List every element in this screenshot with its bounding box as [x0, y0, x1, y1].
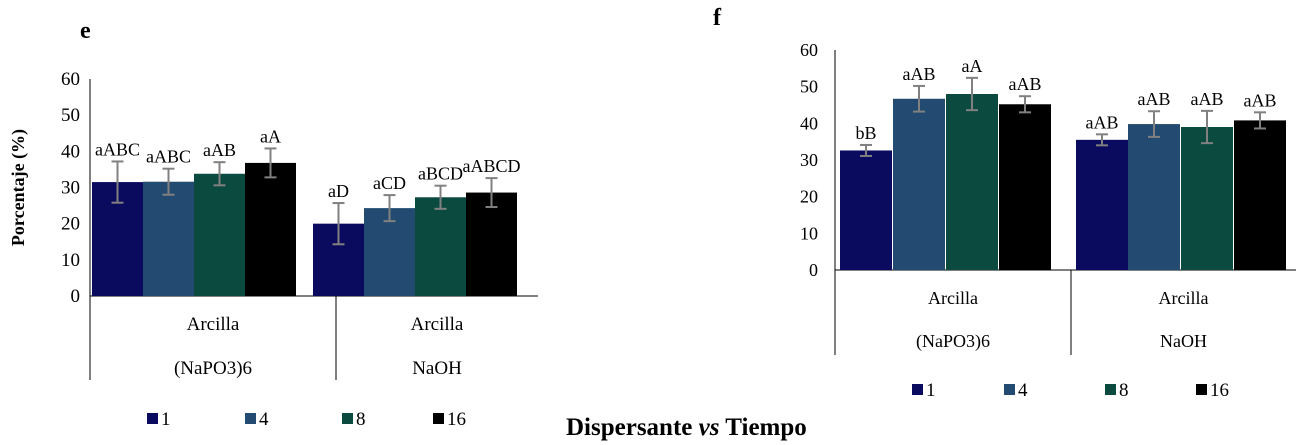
data-label-e-s8-c1: aBCD: [418, 164, 463, 184]
caption-part-tiempo: Tiempo: [725, 414, 807, 441]
category-label-line2-e-1: NaOH: [412, 358, 462, 379]
y-tick-label-e-50: 50: [61, 105, 80, 126]
y-tick-label-f-50: 50: [800, 77, 818, 97]
legend-label-e-16: 16: [447, 409, 466, 430]
category-label-line2-e-0: (NaPO3)6: [174, 358, 252, 379]
data-label-e-s16-c1: aABCD: [463, 156, 521, 176]
bar-f-s1-c1: [1076, 139, 1128, 270]
legend-swatch-f-16: [1196, 384, 1207, 395]
y-tick-label-e-60: 60: [61, 69, 80, 90]
y-tick-label-f-60: 60: [800, 40, 818, 60]
y-tick-label-f-0: 0: [809, 260, 818, 280]
legend-swatch-e-1: [147, 413, 158, 424]
data-label-e-s4-c0: aABC: [146, 147, 191, 167]
bar-f-s4-c0: [893, 98, 945, 271]
category-label-line1-e-0: Arcilla: [187, 314, 240, 335]
data-label-e-s4-c1: aCD: [373, 173, 406, 193]
bar-e-s4-c1: [364, 208, 415, 296]
y-tick-label-f-30: 30: [800, 150, 818, 170]
bar-e-s8-c1: [415, 197, 466, 296]
legend-label-e-8: 8: [356, 409, 366, 430]
y-axis-label-e: Porcentaje (%): [8, 129, 29, 246]
y-tick-label-e-10: 10: [61, 250, 80, 271]
bar-f-s8-c0: [946, 94, 998, 270]
legend-label-f-16: 16: [1210, 380, 1229, 401]
bar-f-s16-c1: [1234, 120, 1286, 271]
category-label-line1-f-0: Arcilla: [928, 288, 978, 308]
bar-e-s16-c0: [245, 162, 296, 296]
data-label-e-s16-c0: aA: [260, 126, 281, 146]
y-tick-label-f-40: 40: [800, 113, 818, 133]
bar-e-s16-c1: [466, 192, 517, 296]
y-tick-label-e-20: 20: [61, 214, 80, 235]
category-label-line2-f-1: NaOH: [1160, 331, 1207, 351]
data-label-f-s4-c1: aAB: [1138, 89, 1171, 109]
data-label-f-s8-c0: aA: [962, 56, 983, 76]
legend-label-e-1: 1: [161, 409, 171, 430]
bar-e-s8-c0: [194, 173, 245, 296]
y-tick-label-e-0: 0: [71, 286, 81, 307]
legend-swatch-f-1: [912, 384, 923, 395]
data-label-f-s16-c1: aAB: [1244, 90, 1277, 110]
legend-label-f-4: 4: [1018, 380, 1028, 401]
caption-part-vs: vs: [698, 414, 720, 441]
bar-e-s4-c0: [143, 181, 194, 296]
data-label-f-s1-c0: bB: [855, 123, 876, 143]
data-label-f-s4-c0: aAB: [903, 64, 936, 84]
category-label-line2-f-0: (NaPO3)6: [916, 331, 990, 352]
legend-swatch-f-8: [1105, 384, 1116, 395]
data-label-f-s16-c0: aAB: [1009, 74, 1042, 94]
panel-letter-f: f: [713, 5, 722, 31]
legend-swatch-e-16: [433, 413, 444, 424]
data-label-e-s1-c1: aD: [328, 181, 349, 201]
bar-f-s8-c1: [1181, 127, 1233, 270]
legend-swatch-e-8: [342, 413, 353, 424]
y-tick-label-e-40: 40: [61, 141, 80, 162]
caption-part-dispersante: Dispersante: [566, 414, 693, 441]
category-label-line1-e-1: Arcilla: [411, 314, 464, 335]
y-tick-label-f-10: 10: [800, 223, 818, 243]
legend-label-e-4: 4: [259, 409, 269, 430]
y-tick-label-e-30: 30: [61, 178, 80, 199]
figure-caption: Dispersante vs Tiempo: [566, 414, 807, 442]
data-label-e-s1-c0: aABC: [95, 139, 140, 159]
category-label-line1-f-1: Arcilla: [1159, 288, 1209, 308]
legend-swatch-f-4: [1004, 384, 1015, 395]
y-tick-label-f-20: 20: [800, 187, 818, 207]
bar-f-s4-c1: [1128, 124, 1180, 270]
data-label-f-s8-c1: aAB: [1191, 89, 1224, 109]
legend-swatch-e-4: [245, 413, 256, 424]
bar-f-s16-c0: [999, 104, 1051, 271]
data-label-f-s1-c1: aAB: [1086, 112, 1119, 132]
legend-label-f-1: 1: [926, 380, 936, 401]
data-label-e-s8-c0: aAB: [203, 140, 236, 160]
bar-f-s1-c0: [840, 150, 892, 270]
panel-letter-e: e: [80, 18, 91, 44]
legend-label-f-8: 8: [1119, 380, 1129, 401]
